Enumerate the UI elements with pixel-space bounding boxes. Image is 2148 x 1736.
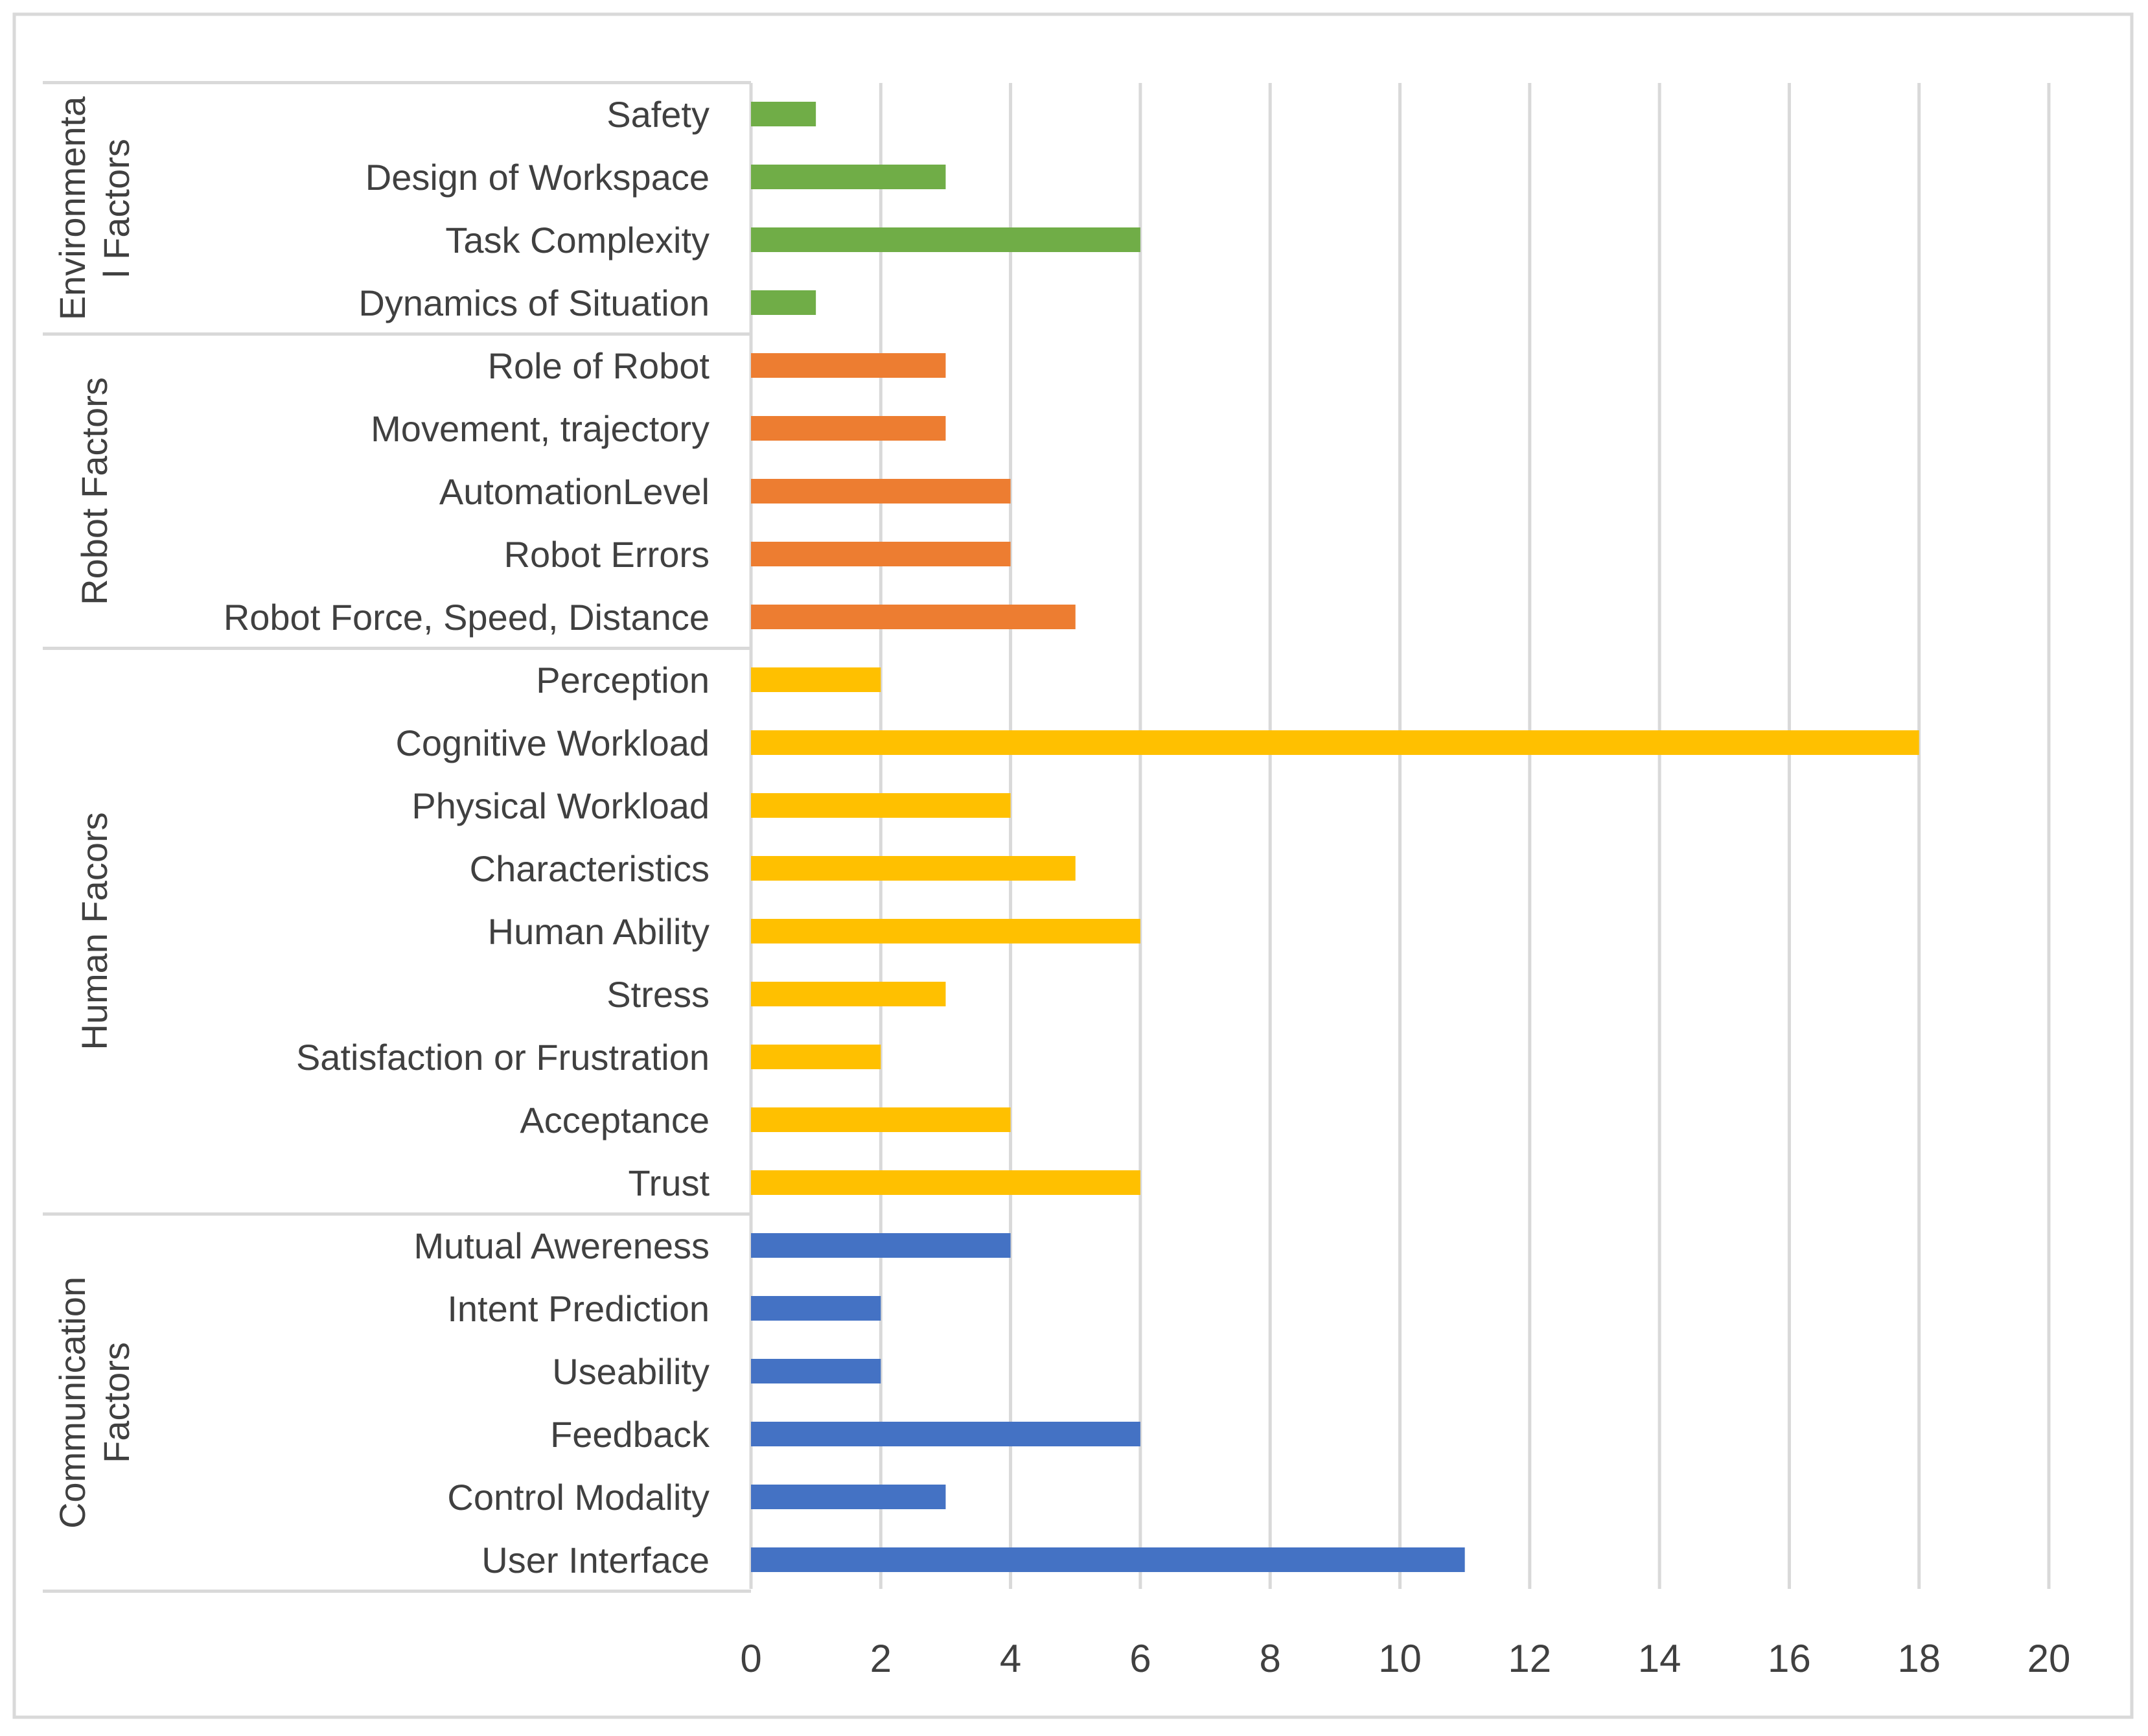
category-label-human-ability: Human Ability [488, 911, 710, 952]
group-label-environmenta-l-factors: Environmental Factors [52, 96, 137, 320]
category-label-feedback: Feedback [550, 1414, 710, 1455]
bar-mutual-awereness [751, 1233, 1011, 1258]
category-label-mutual-awereness: Mutual Awereness [413, 1225, 710, 1266]
bar-physical-workload [751, 793, 1011, 818]
category-label-control-modality: Control Modality [447, 1477, 710, 1518]
category-label-safety: Safety [606, 94, 710, 135]
bar-trust [751, 1170, 1140, 1195]
bar-cognitive-workload [751, 730, 1919, 755]
category-label-robot-force-speed-distance: Robot Force, Speed, Distance [224, 597, 710, 638]
category-labels: Safety Design of Workspace Task Complexity… [224, 94, 710, 1580]
gridlines [879, 83, 2051, 1589]
bar-stress [751, 982, 946, 1006]
category-label-movement-trajectory: Movement, trajectory [371, 408, 710, 449]
category-label-automationlevel: AutomationLevel [439, 471, 710, 512]
group-label-line: Environmenta [52, 96, 93, 320]
category-label-cognitive-workload: Cognitive Workload [395, 723, 710, 763]
group-label-communication-factors: CommunicationFactors [52, 1277, 137, 1529]
category-label-physical-workload: Physical Workload [411, 785, 710, 826]
bar-movement-trajectory [751, 416, 946, 441]
bar-perception [751, 667, 881, 692]
bar-acceptance [751, 1107, 1011, 1132]
group-label-line: l Factors [96, 139, 137, 278]
category-label-trust: Trust [629, 1163, 710, 1203]
category-label-stress: Stress [606, 974, 710, 1015]
bars [751, 102, 1919, 1572]
x-tick-label: 20 [2027, 1637, 2071, 1680]
bar-automationlevel [751, 479, 1011, 503]
x-tick-label: 6 [1129, 1637, 1151, 1680]
x-tick-label: 18 [1897, 1637, 1941, 1680]
bar-human-ability [751, 919, 1140, 943]
x-tick-label: 8 [1260, 1637, 1281, 1680]
category-label-useability: Useability [552, 1351, 710, 1392]
bar-user-interface [751, 1547, 1465, 1572]
category-label-role-of-robot: Role of Robot [488, 345, 710, 386]
category-label-intent-prediction: Intent Prediction [447, 1288, 710, 1329]
category-label-robot-errors: Robot Errors [504, 534, 710, 575]
bar-useability [751, 1359, 881, 1383]
bar-robot-errors [751, 542, 1011, 566]
bar-characteristics [751, 856, 1076, 881]
category-label-dynamics-of-situation: Dynamics of Situation [358, 283, 710, 323]
category-label-user-interface: User Interface [481, 1540, 710, 1580]
group-labels: Environmental Factors Robot Factors Human … [52, 96, 137, 1529]
x-tick-label: 16 [1768, 1637, 1811, 1680]
group-label-human-facors: Human Facors [74, 812, 115, 1050]
x-tick-label: 10 [1378, 1637, 1422, 1680]
category-label-acceptance: Acceptance [520, 1100, 710, 1140]
bar-control-modality [751, 1485, 946, 1509]
bar-satisfaction-or-frustration [751, 1045, 881, 1069]
group-label-line: Robot Factors [74, 377, 115, 605]
category-label-characteristics: Characteristics [470, 848, 710, 889]
x-tick-label: 12 [1508, 1637, 1551, 1680]
group-label-robot-factors: Robot Factors [74, 377, 115, 605]
category-label-task-complexity: Task Complexity [445, 220, 710, 260]
bar-role-of-robot [751, 353, 946, 378]
bar-feedback [751, 1422, 1140, 1446]
bar-task-complexity [751, 227, 1140, 252]
x-tick-label: 2 [870, 1637, 892, 1680]
bar-safety [751, 102, 816, 126]
bar-robot-force-speed-distance [751, 605, 1076, 629]
group-label-line: Human Facors [74, 812, 115, 1050]
category-label-design-of-workspace: Design of Workspace [365, 157, 710, 198]
x-axis-ticks: 0 2 4 6 8 10 12 14 16 18 20 [740, 1637, 2070, 1680]
group-label-line: Factors [96, 1342, 137, 1463]
category-label-perception: Perception [536, 660, 710, 700]
x-tick-label: 14 [1638, 1637, 1681, 1680]
bar-design-of-workspace [751, 165, 946, 189]
group-label-line: Communication [52, 1277, 93, 1529]
x-tick-label: 0 [740, 1637, 761, 1680]
bar-dynamics-of-situation [751, 290, 816, 315]
category-label-satisfaction-or-frustration: Satisfaction or Frustration [296, 1037, 710, 1078]
x-tick-label: 4 [1000, 1637, 1021, 1680]
bar-intent-prediction [751, 1296, 881, 1321]
category-axis [43, 81, 753, 1593]
